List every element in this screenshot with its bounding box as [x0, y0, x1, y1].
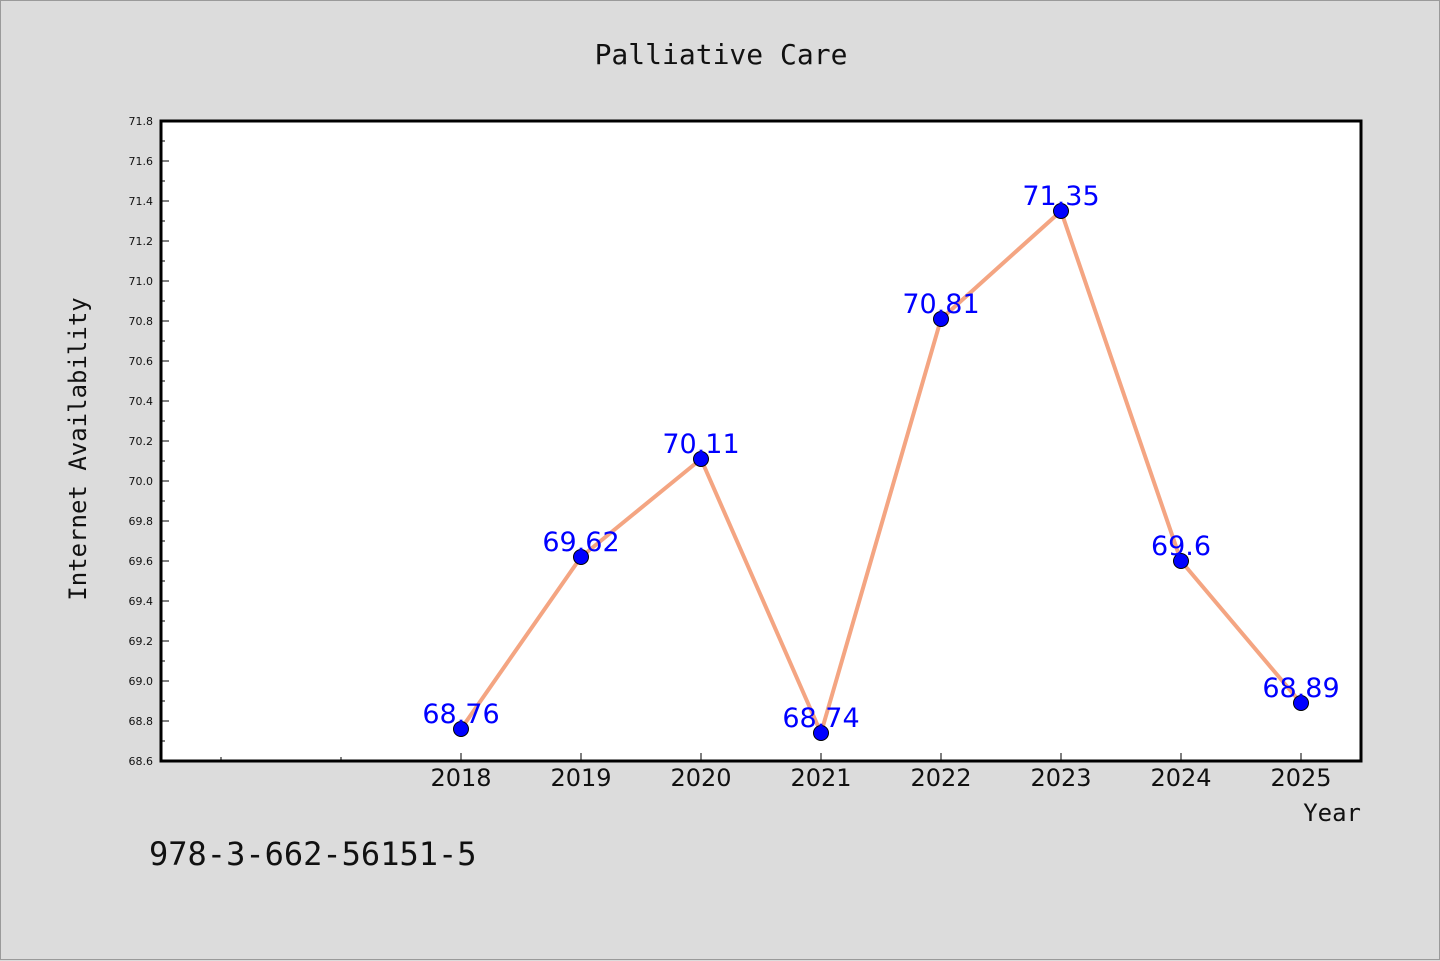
y-tick-label: 70.6	[129, 355, 154, 368]
x-tick-label: 2023	[1030, 764, 1091, 792]
y-tick-label: 71.0	[129, 275, 154, 288]
data-label: 71.35	[1022, 181, 1099, 212]
y-axis: 68.6 68.8 69.0 69.2 69.4 69.6 69.8 70.0 70.2 70.4…	[129, 115, 169, 768]
data-label: 70.11	[662, 429, 739, 460]
x-tick-label: 2020	[670, 764, 731, 792]
y-tick-label: 70.4	[129, 395, 154, 408]
x-tick-label: 2022	[910, 764, 971, 792]
data-label: 69.62	[542, 527, 619, 558]
data-point	[933, 311, 949, 327]
y-tick-label: 69.0	[129, 675, 154, 688]
x-tick-label: 2018	[430, 764, 491, 792]
footer-note: 978-3-662-56151-5	[149, 835, 477, 873]
y-tick-label: 70.8	[129, 315, 154, 328]
x-axis-label: Year	[1303, 799, 1361, 827]
data-point	[813, 725, 829, 741]
x-tick-label: 2019	[550, 764, 611, 792]
y-tick-label: 69.6	[129, 555, 154, 568]
chart-title: Palliative Care	[595, 38, 848, 71]
series-line	[459, 209, 1303, 735]
x-tick-label: 2024	[1150, 764, 1211, 792]
y-tick-label: 71.6	[129, 155, 154, 168]
data-label: 69.6	[1151, 531, 1211, 562]
y-tick-label: 68.8	[129, 715, 154, 728]
x-axis: 2018 2019 2020 2021 2022 2023 2024 2025	[220, 753, 1332, 792]
y-tick-label: 69.2	[129, 635, 154, 648]
y-tick-label: 69.4	[129, 595, 154, 608]
data-point	[1293, 695, 1309, 711]
data-label: 68.89	[1262, 673, 1339, 704]
x-tick-label: 2025	[1270, 764, 1331, 792]
y-tick-label: 70.0	[129, 475, 154, 488]
data-label: 68.74	[782, 703, 859, 734]
data-point	[1173, 553, 1189, 569]
data-label: 70.81	[902, 289, 979, 320]
data-point	[693, 451, 709, 467]
data-point	[1053, 203, 1069, 219]
y-tick-label: 69.8	[129, 515, 154, 528]
data-point	[453, 721, 469, 737]
x-tick-label: 2021	[790, 764, 851, 792]
plot-area	[159, 119, 1363, 763]
y-tick-label: 70.2	[129, 435, 154, 448]
y-tick-label: 68.6	[129, 755, 154, 768]
series-layer: 68.76 69.62 70.11 68.74 70.81 71.35 69.6 68.89	[422, 181, 1340, 741]
data-label: 68.76	[422, 699, 499, 730]
y-axis-label: Internet Availability	[64, 297, 92, 600]
y-tick-label: 71.8	[129, 115, 154, 128]
y-tick-label: 71.4	[129, 195, 154, 208]
y-tick-label: 71.2	[129, 235, 154, 248]
data-point	[573, 549, 589, 565]
